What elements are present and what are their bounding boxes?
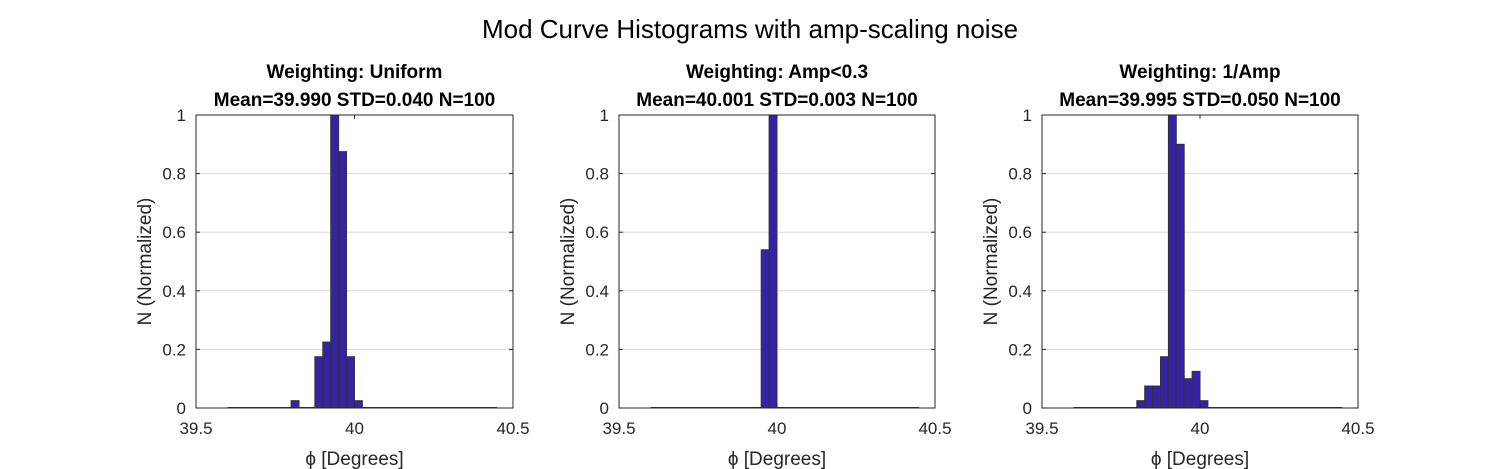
x-axis-label: ϕ [Degrees] xyxy=(1151,449,1249,469)
x-tick-label: 40 xyxy=(345,419,364,438)
panel-subtitle: Mean=39.990 STD=0.040 N=100 xyxy=(214,90,496,111)
histogram-bar xyxy=(1183,378,1193,409)
x-tick-label: 39.5 xyxy=(602,419,635,438)
x-tick-label: 39.5 xyxy=(179,419,212,438)
panel-subtitle: Mean=39.995 STD=0.050 N=100 xyxy=(1059,90,1341,111)
y-axis-label: N (Normalized) xyxy=(135,198,156,326)
panel-title: Weighting: Uniform xyxy=(267,62,443,83)
histogram-bar xyxy=(1191,370,1201,409)
y-tick-label: 0 xyxy=(1023,399,1032,418)
histogram-bar xyxy=(1160,356,1169,409)
y-tick-label: 0.4 xyxy=(585,282,609,301)
y-tick-label: 1 xyxy=(1023,106,1032,125)
x-axis-label: ϕ [Degrees] xyxy=(305,449,403,469)
histogram-bar xyxy=(1199,400,1209,409)
x-tick-label: 39.5 xyxy=(1025,419,1058,438)
y-tick-label: 1 xyxy=(600,106,609,125)
histogram-bar xyxy=(1136,400,1146,409)
y-tick-label: 0.6 xyxy=(162,223,186,242)
histogram-bar xyxy=(1144,385,1154,409)
y-tick-label: 0.8 xyxy=(162,165,186,184)
x-tick-label: 40.5 xyxy=(918,419,951,438)
y-axis-label: N (Normalized) xyxy=(981,198,1002,326)
y-tick-label: 0 xyxy=(600,399,609,418)
y-axis-label: N (Normalized) xyxy=(558,198,579,326)
x-tick-label: 40.5 xyxy=(496,419,529,438)
y-tick-label: 0.2 xyxy=(585,340,609,359)
y-tick-label: 0.4 xyxy=(1008,282,1032,301)
y-tick-label: 0.6 xyxy=(585,223,609,242)
y-tick-label: 0.8 xyxy=(585,165,609,184)
x-tick-label: 40.5 xyxy=(1341,419,1374,438)
panel-title: Weighting: 1/Amp xyxy=(1119,62,1280,83)
y-tick-label: 0.2 xyxy=(1008,340,1032,359)
axes-frame xyxy=(1041,114,1359,409)
panel-title: Weighting: Amp<0.3 xyxy=(686,62,868,83)
histogram-bar xyxy=(1167,114,1177,409)
x-tick-label: 40 xyxy=(1191,419,1210,438)
figure-title: Mod Curve Histograms with amp-scaling no… xyxy=(481,14,1019,44)
y-tick-label: 0.2 xyxy=(162,340,186,359)
x-tick-label: 40 xyxy=(768,419,787,438)
y-tick-label: 0.6 xyxy=(1008,223,1032,242)
y-tick-label: 1 xyxy=(177,106,186,125)
y-tick-label: 0.4 xyxy=(162,282,186,301)
y-tick-label: 0 xyxy=(177,399,186,418)
y-tick-label: 0.8 xyxy=(1008,165,1032,184)
x-axis-label: ϕ [Degrees] xyxy=(728,449,826,469)
panel-subtitle: Mean=40.001 STD=0.003 N=100 xyxy=(636,90,918,111)
histogram-bar xyxy=(1152,385,1161,409)
histogram-bar xyxy=(1175,143,1185,409)
